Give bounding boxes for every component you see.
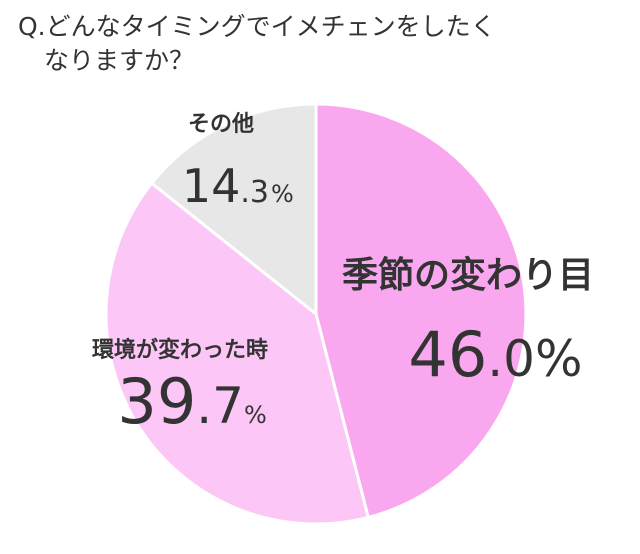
title-line-1: Q.どんなタイミングでイメチェンをしたく (18, 12, 496, 41)
percent-sign-kankyo: % (244, 401, 267, 429)
slice-label-sonota: その他 (188, 112, 254, 137)
slice-value-sonota: 14.3 (182, 159, 269, 213)
pie-slice-kisetsu (314, 102, 528, 519)
slice-label-kisetsu: 季節の変わり目 (342, 254, 594, 296)
title-line-2: なりますか？ (44, 46, 195, 75)
pie-slice-sonota (150, 102, 318, 316)
chart-title: Q.どんなタイミングでイメチェンをしたく なりますか？ (18, 10, 628, 78)
percent-sign-kisetsu: % (535, 330, 583, 388)
pie-slice-kankyo (104, 181, 370, 526)
slice-value-kankyo: 39.7 (117, 365, 244, 438)
percent-sign-sonota: % (271, 180, 294, 208)
slice-label-kankyo: 環境が変わった時 (92, 337, 268, 363)
slice-value-kisetsu: 46.0 (408, 318, 535, 391)
